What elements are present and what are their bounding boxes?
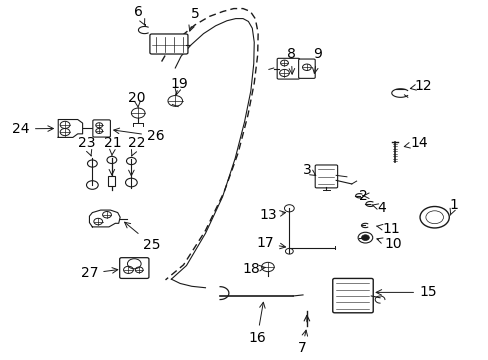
- Text: 8: 8: [286, 47, 295, 74]
- Text: 5: 5: [188, 7, 200, 31]
- Text: 15: 15: [375, 285, 436, 300]
- Text: 12: 12: [409, 79, 431, 93]
- Text: 13: 13: [259, 208, 285, 222]
- Text: 20: 20: [128, 91, 146, 108]
- Text: 22: 22: [128, 136, 146, 156]
- Text: 9: 9: [312, 47, 322, 73]
- Text: 4: 4: [371, 201, 385, 215]
- Text: 25: 25: [124, 222, 160, 252]
- Text: 3: 3: [303, 163, 315, 177]
- Text: 2: 2: [358, 189, 368, 203]
- Text: 11: 11: [376, 222, 399, 236]
- FancyBboxPatch shape: [120, 258, 149, 278]
- Bar: [108, 176, 115, 186]
- FancyBboxPatch shape: [150, 34, 187, 54]
- FancyBboxPatch shape: [332, 278, 372, 313]
- Text: 18: 18: [242, 262, 265, 276]
- Text: 17: 17: [256, 237, 285, 250]
- Text: 21: 21: [104, 136, 122, 156]
- FancyBboxPatch shape: [277, 58, 299, 79]
- Text: 27: 27: [81, 266, 118, 280]
- Text: 1: 1: [449, 198, 458, 215]
- Text: 23: 23: [78, 136, 95, 156]
- Text: 24: 24: [12, 122, 53, 136]
- FancyBboxPatch shape: [93, 120, 110, 137]
- FancyBboxPatch shape: [298, 59, 315, 78]
- Text: 16: 16: [248, 302, 265, 345]
- Text: 10: 10: [376, 237, 401, 251]
- Text: 26: 26: [114, 128, 164, 143]
- Text: 19: 19: [170, 77, 188, 95]
- FancyBboxPatch shape: [315, 165, 337, 188]
- Text: 7: 7: [297, 330, 307, 355]
- Circle shape: [361, 235, 368, 240]
- Text: 14: 14: [404, 136, 427, 150]
- Text: 6: 6: [134, 5, 144, 25]
